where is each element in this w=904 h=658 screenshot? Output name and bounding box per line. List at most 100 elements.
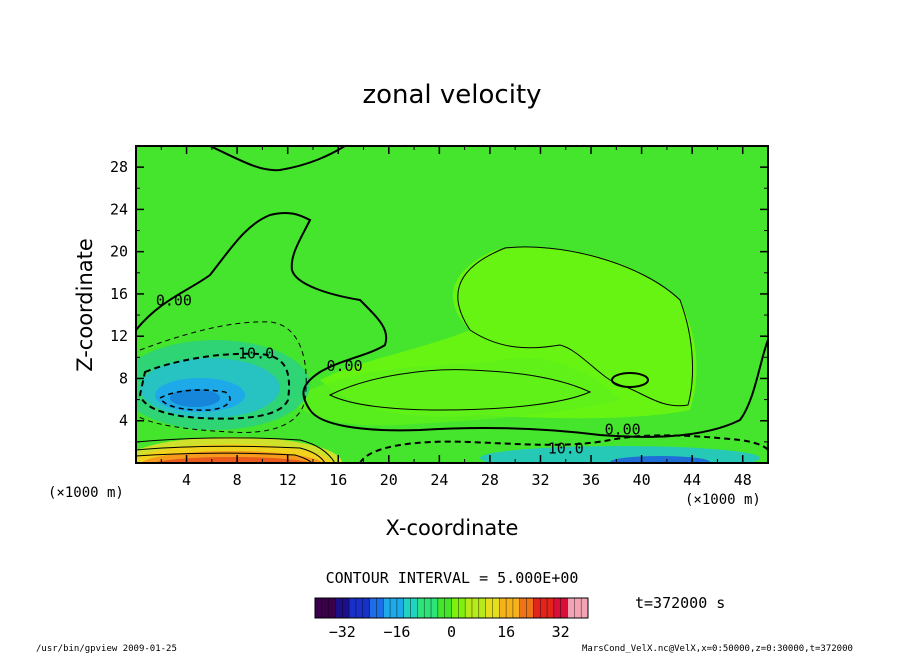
colorbar: [314, 598, 589, 618]
contour-label: 0.00: [156, 292, 192, 310]
field-upper-band: [290, 358, 620, 426]
colorbar-cell: [533, 598, 541, 618]
footer-right: MarsCond_VelX.nc@VelX,x=0:50000,z=0:3000…: [582, 644, 853, 654]
colorbar-tick-label: 16: [497, 623, 515, 641]
x-tick-label: 8: [233, 471, 242, 489]
y-tick-label: 8: [119, 369, 128, 387]
colorbar-cell: [383, 598, 391, 618]
colorbar-cell: [362, 598, 371, 618]
colorbar-ticks: −32 −16 0 16 32: [329, 623, 570, 641]
colorbar-cell: [369, 598, 377, 618]
x-tick-label: 12: [279, 471, 297, 489]
colorbar-cell: [403, 598, 412, 618]
y-axis-ticks: 4 8 12 16 20 24 28: [110, 158, 768, 443]
field-surface-negative-core: [610, 456, 710, 463]
x-tick-label: 20: [380, 471, 398, 489]
colorbar-cell: [492, 598, 500, 618]
x-unit-label-left: (×1000 m): [48, 485, 124, 501]
colorbar-frame: [314, 597, 589, 619]
colorbar-cell: [465, 598, 473, 618]
colorbar-cell: [581, 598, 589, 618]
contour-positive-five: [457, 246, 693, 407]
contour-jet-2: [136, 445, 326, 463]
colorbar-cell: [335, 598, 343, 618]
field-surface-negative: [480, 446, 760, 463]
colorbar-cell: [451, 598, 459, 618]
contour-label: 0.00: [326, 357, 362, 375]
colorbar-cell: [349, 598, 357, 618]
x-tick-label: 48: [734, 471, 752, 489]
y-tick-label: 12: [110, 327, 128, 345]
colorbar-cell: [431, 598, 439, 618]
contour-labels: 0.00 10.0 0.00 0.00 10.0: [156, 292, 641, 458]
y-tick-label: 20: [110, 243, 128, 261]
contour-label: 10.0: [238, 344, 274, 362]
colorbar-tick-label: −16: [383, 623, 410, 641]
x-tick-label: 4: [182, 471, 191, 489]
contour-positive-inner: [328, 369, 592, 411]
colorbar-cell: [315, 598, 323, 618]
contour-twenty-neg: [158, 389, 231, 411]
x-tick-label: 32: [531, 471, 549, 489]
colorbar-cell: [478, 598, 487, 618]
contour-label: 10.0: [548, 439, 584, 457]
colorbar-tick-label: 32: [552, 623, 570, 641]
contour-zero-top: [209, 146, 346, 172]
field-jet-band-4: [151, 457, 313, 463]
colorbar-cell: [437, 598, 446, 618]
x-axis-label: X-coordinate: [386, 516, 519, 540]
plot-frame: [135, 145, 769, 464]
colorbar-cell: [410, 598, 418, 618]
x-tick-label: 28: [481, 471, 499, 489]
colorbar-cell: [499, 598, 507, 618]
y-tick-label: 16: [110, 285, 128, 303]
colorbar-cell: [485, 598, 493, 618]
colorbar-tick-label: −32: [329, 623, 356, 641]
y-axis-label: Z-coordinate: [73, 238, 97, 372]
colorbar-cell: [328, 598, 336, 618]
colorbar-cell: [526, 598, 534, 618]
contour-zero-upper: [136, 211, 768, 438]
colorbar-cell: [567, 598, 575, 618]
x-tick-label: 16: [329, 471, 347, 489]
colorbar-cell: [574, 598, 582, 618]
colorbar-cell: [512, 598, 521, 618]
colorbar-cell: [390, 598, 398, 618]
colorbar-cell: [506, 598, 514, 618]
field-negative-center: [170, 389, 220, 407]
x-unit-label-right: (×1000 m): [685, 492, 761, 508]
x-tick-label: 40: [633, 471, 651, 489]
x-tick-label: 44: [683, 471, 701, 489]
colorbar-cell: [553, 598, 562, 618]
contour-lines: [136, 146, 768, 463]
x-tick-label: 24: [430, 471, 448, 489]
colorbar-cell: [342, 598, 350, 618]
colorbar-cell: [519, 598, 528, 618]
y-tick-label: 28: [110, 158, 128, 176]
x-tick-label: 36: [582, 471, 600, 489]
x-axis-ticks: 4 8 12 16 20 24 28 32 36 40 44 48: [160, 146, 752, 489]
colorbar-cell: [560, 598, 569, 618]
contour-jet-1: [136, 437, 336, 463]
contour-surface-neg: [359, 434, 768, 463]
contour-ten-neg: [138, 352, 290, 420]
plot-area: 0.00 10.0 0.00 0.00 10.0: [136, 146, 768, 463]
contour-five-neg: [136, 321, 307, 434]
contour-jet-3: [136, 452, 313, 463]
colorbar-cell: [396, 598, 405, 618]
colorbar-cell: [417, 598, 425, 618]
colorbar-cell: [471, 598, 480, 618]
y-tick-label: 4: [119, 412, 128, 430]
chart-title: zonal velocity: [362, 80, 541, 110]
colorbar-cell: [321, 598, 330, 618]
colorbar-cell: [355, 598, 364, 618]
time-label: t=372000 s: [635, 594, 725, 612]
contour-interval: CONTOUR INTERVAL = 5.000E+00: [326, 569, 579, 587]
contour-label: 0.00: [605, 420, 641, 438]
y-tick-label: 24: [110, 200, 128, 218]
footer-left: /usr/bin/gpview 2009-01-25: [36, 644, 177, 654]
colorbar-cell: [458, 598, 466, 618]
colorbar-cell: [547, 598, 555, 618]
